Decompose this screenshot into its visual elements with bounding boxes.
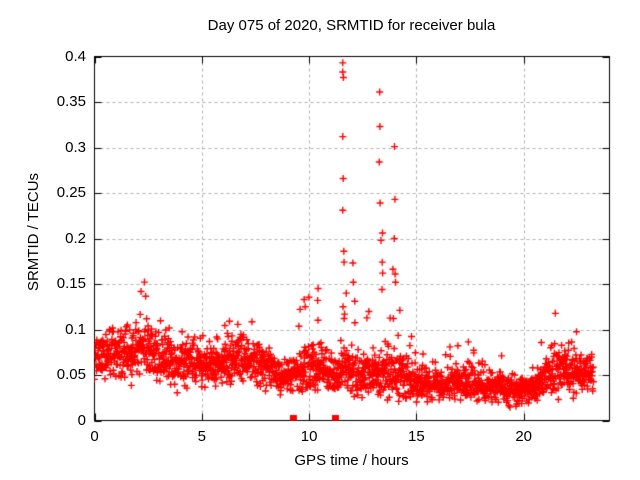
x-tick-label: 10 bbox=[300, 428, 318, 445]
x-axis-label: GPS time / hours bbox=[294, 452, 409, 469]
y-tick-label: 0.4 bbox=[65, 47, 86, 65]
y-tick-label: 0.1 bbox=[65, 320, 86, 338]
x-tick-label: 0 bbox=[90, 428, 99, 445]
y-tick-label: 0.2 bbox=[65, 229, 86, 247]
chart-title: Day 075 of 2020, SRMTID for receiver bul… bbox=[207, 17, 496, 34]
y-tick-label: 0.35 bbox=[56, 93, 86, 110]
x-tick-label: 5 bbox=[197, 428, 206, 445]
x-tick-label: 20 bbox=[515, 428, 532, 445]
x-tick-label: 15 bbox=[408, 428, 425, 445]
y-tick-label: 0.05 bbox=[56, 366, 86, 383]
y-tick-label: 0.15 bbox=[56, 275, 86, 292]
y-tick-label: 0.25 bbox=[56, 184, 86, 201]
y-tick-label: 0.3 bbox=[65, 138, 86, 156]
y-tick-label: 0 bbox=[77, 411, 86, 429]
